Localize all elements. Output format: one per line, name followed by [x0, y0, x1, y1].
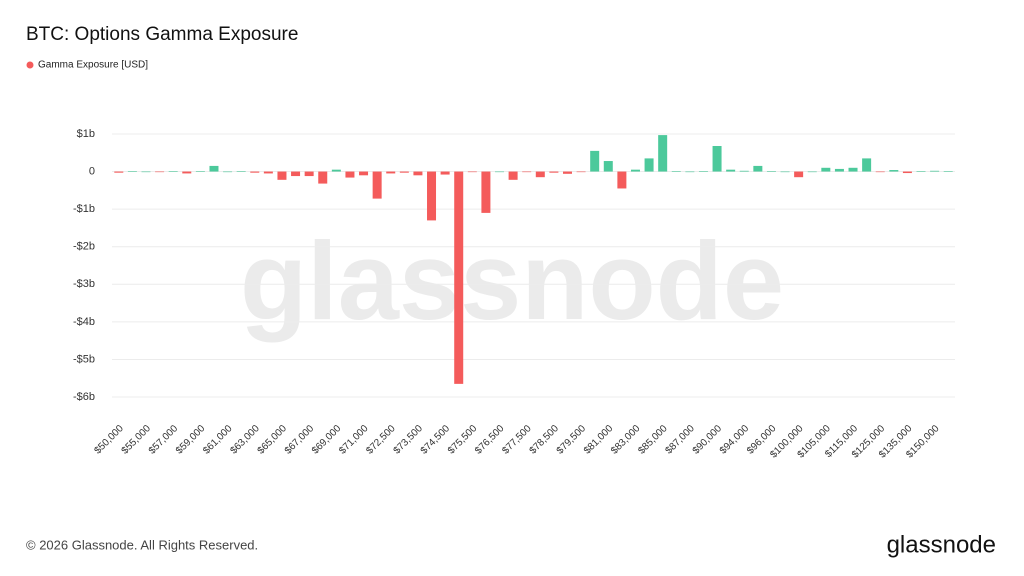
bar: [141, 171, 151, 173]
bar: [467, 171, 477, 173]
bar: [114, 171, 124, 173]
bar: [617, 171, 627, 189]
bar: [304, 171, 314, 177]
bar: [630, 169, 640, 172]
bar: [698, 171, 708, 172]
bar: [127, 171, 137, 172]
y-tick-label: 0: [89, 165, 95, 177]
bar: [399, 171, 409, 173]
bar: [386, 171, 396, 174]
bar: [155, 171, 165, 173]
bar: [753, 165, 763, 172]
bar: [454, 171, 464, 384]
bar: [603, 161, 613, 172]
bar: [889, 170, 899, 172]
bar: [834, 168, 844, 172]
bar: [508, 171, 518, 180]
bar: [223, 171, 233, 173]
bar: [712, 145, 722, 172]
y-tick-label: -$2b: [73, 241, 95, 253]
bar: [685, 171, 695, 173]
copyright: © 2026 Glassnode. All Rights Reserved.: [26, 537, 258, 552]
bar: [930, 170, 940, 172]
y-tick-label: -$3b: [73, 278, 95, 290]
y-tick-label: -$1b: [73, 203, 95, 215]
bar: [807, 171, 817, 173]
y-tick-label: -$5b: [73, 353, 95, 365]
bar: [821, 167, 831, 172]
bar: [481, 171, 491, 213]
bar: [331, 169, 341, 172]
bar: [413, 171, 423, 176]
bar: [794, 171, 804, 178]
bar: [739, 170, 749, 172]
bar: [250, 171, 260, 173]
bar: [440, 171, 450, 175]
bar: [658, 135, 668, 172]
bar: [495, 171, 505, 173]
bar: [590, 150, 600, 172]
bar: [291, 171, 301, 177]
bar: [726, 169, 736, 172]
bar: [766, 171, 776, 172]
bar: [644, 158, 654, 172]
y-tick-label: -$6b: [73, 391, 95, 403]
bar: [195, 171, 205, 172]
legend-label: Gamma Exposure [USD]: [38, 60, 148, 71]
legend-marker: [26, 61, 34, 69]
bar: [848, 167, 858, 172]
bar: [875, 171, 885, 173]
bar: [263, 171, 273, 174]
bar: [535, 171, 545, 178]
chart-title: BTC: Options Gamma Exposure: [26, 24, 298, 45]
bar: [359, 171, 369, 176]
bar: [549, 171, 559, 173]
bar: [943, 171, 953, 172]
bar: [168, 171, 178, 172]
bar: [671, 171, 681, 172]
bar: [522, 171, 532, 173]
bar: [576, 171, 586, 173]
bar: [345, 171, 355, 178]
bar: [427, 171, 437, 221]
bar: [562, 171, 572, 174]
bar: [780, 171, 790, 173]
bar: [372, 171, 382, 199]
bar: [902, 171, 912, 174]
bar: [277, 171, 287, 180]
y-tick-label: $1b: [77, 128, 95, 140]
bar: [916, 171, 926, 172]
bar: [182, 171, 192, 174]
watermark: glassnode: [240, 220, 784, 343]
y-tick-label: -$4b: [73, 316, 95, 328]
bar: [862, 158, 872, 172]
bar: [209, 165, 219, 172]
logo: glassnode: [887, 531, 996, 558]
bar: [236, 171, 246, 172]
bar: [318, 171, 328, 184]
